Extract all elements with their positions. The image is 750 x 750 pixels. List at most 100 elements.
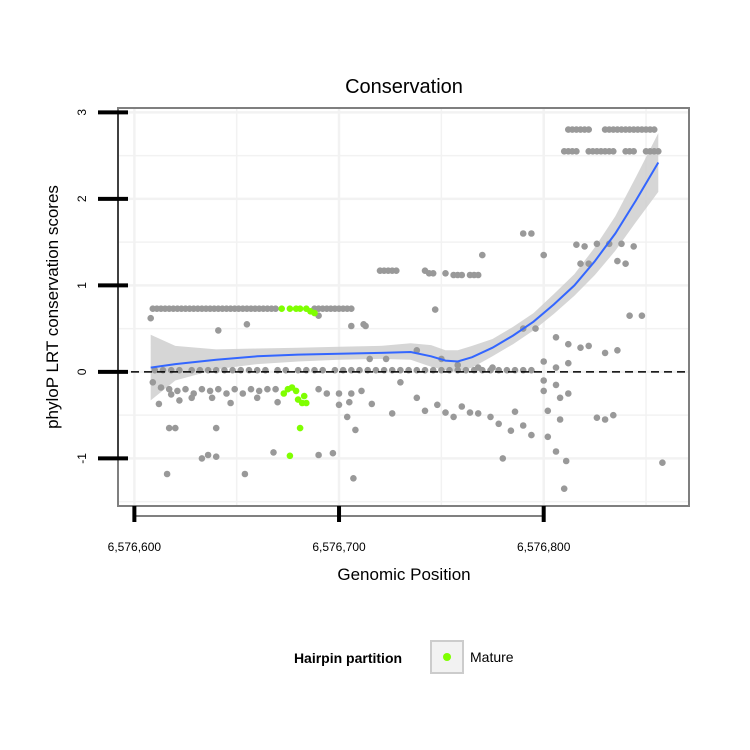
data-point xyxy=(544,433,552,441)
mature-point xyxy=(280,390,288,397)
data-point xyxy=(212,424,220,432)
data-point xyxy=(474,364,482,371)
mature-point xyxy=(296,305,304,313)
data-point xyxy=(511,408,519,416)
y-tick-label: 2 xyxy=(75,195,89,202)
data-point xyxy=(346,398,353,406)
data-point xyxy=(454,361,462,369)
data-point xyxy=(231,385,238,393)
data-point xyxy=(626,312,633,320)
data-point xyxy=(157,384,165,391)
smooth-line xyxy=(150,161,660,369)
data-point xyxy=(382,355,390,363)
data-point xyxy=(165,424,173,432)
mature-point xyxy=(286,452,294,460)
data-points xyxy=(147,126,666,493)
legend-key-mature-icon xyxy=(443,653,451,661)
data-point xyxy=(614,347,621,354)
data-point xyxy=(487,413,494,421)
data-point xyxy=(458,271,466,279)
data-point xyxy=(540,251,547,259)
legend: Hairpin partition Mature xyxy=(294,640,514,674)
data-point xyxy=(253,394,261,402)
data-point xyxy=(565,359,572,367)
data-point xyxy=(474,410,482,417)
data-point xyxy=(659,459,666,467)
data-point xyxy=(560,485,568,493)
data-point xyxy=(188,394,195,402)
data-point xyxy=(489,364,496,371)
smooth-trend-line xyxy=(150,161,660,369)
data-point xyxy=(544,407,552,415)
data-point xyxy=(176,397,183,404)
data-point xyxy=(348,305,355,313)
data-point xyxy=(573,148,580,155)
x-tick-label: 6,576,800 xyxy=(517,540,571,554)
data-point xyxy=(565,390,572,397)
data-point xyxy=(315,451,322,459)
data-point xyxy=(618,240,625,248)
data-point xyxy=(335,401,343,409)
data-point xyxy=(206,387,214,395)
data-point xyxy=(343,413,351,421)
data-point xyxy=(264,385,271,393)
data-point xyxy=(272,385,279,393)
mature-point xyxy=(278,305,286,313)
data-point xyxy=(556,416,564,423)
mature-point xyxy=(292,387,300,395)
data-point xyxy=(610,148,617,155)
data-point xyxy=(358,387,365,395)
data-point xyxy=(204,451,212,459)
data-point xyxy=(552,381,560,389)
data-point xyxy=(614,257,621,265)
data-point xyxy=(172,424,179,432)
data-point xyxy=(429,270,437,277)
mature-point xyxy=(303,399,310,407)
data-point xyxy=(368,400,376,408)
data-point xyxy=(212,453,220,461)
data-point xyxy=(585,126,592,133)
data-point xyxy=(650,126,658,133)
mature-point xyxy=(311,309,318,317)
data-point xyxy=(247,385,255,393)
data-point xyxy=(577,260,584,268)
data-point xyxy=(372,366,380,374)
data-point xyxy=(499,455,507,462)
data-point xyxy=(610,411,617,419)
data-point xyxy=(241,470,249,478)
y-tick-label: 3 xyxy=(75,109,89,116)
x-tick-label: 6,576,600 xyxy=(108,540,162,554)
data-point xyxy=(294,366,302,374)
data-point xyxy=(393,267,400,275)
data-point xyxy=(462,366,470,374)
data-point xyxy=(442,409,449,416)
data-point xyxy=(255,387,263,395)
data-point xyxy=(272,305,279,313)
data-point xyxy=(638,312,646,320)
data-point xyxy=(151,366,159,374)
data-point xyxy=(495,420,503,428)
mature-point xyxy=(296,424,304,432)
data-point xyxy=(215,385,222,393)
data-point xyxy=(243,321,251,328)
data-point xyxy=(167,391,175,398)
x-axis-title: Genomic Position xyxy=(337,565,470,584)
data-point xyxy=(528,366,535,374)
data-point xyxy=(552,448,560,455)
data-point xyxy=(519,230,527,237)
data-point xyxy=(274,398,281,406)
data-point xyxy=(581,243,588,250)
data-point xyxy=(223,390,230,397)
data-point xyxy=(474,271,482,279)
data-point xyxy=(450,413,457,421)
data-point xyxy=(352,426,359,434)
data-point xyxy=(198,385,206,393)
data-point xyxy=(565,340,572,348)
chart-title: Conservation xyxy=(345,76,463,98)
data-point xyxy=(348,390,355,397)
data-point xyxy=(552,364,560,371)
y-tick-label: 1 xyxy=(75,282,89,289)
data-point xyxy=(466,409,474,416)
data-point xyxy=(479,251,486,259)
data-point xyxy=(540,387,547,395)
